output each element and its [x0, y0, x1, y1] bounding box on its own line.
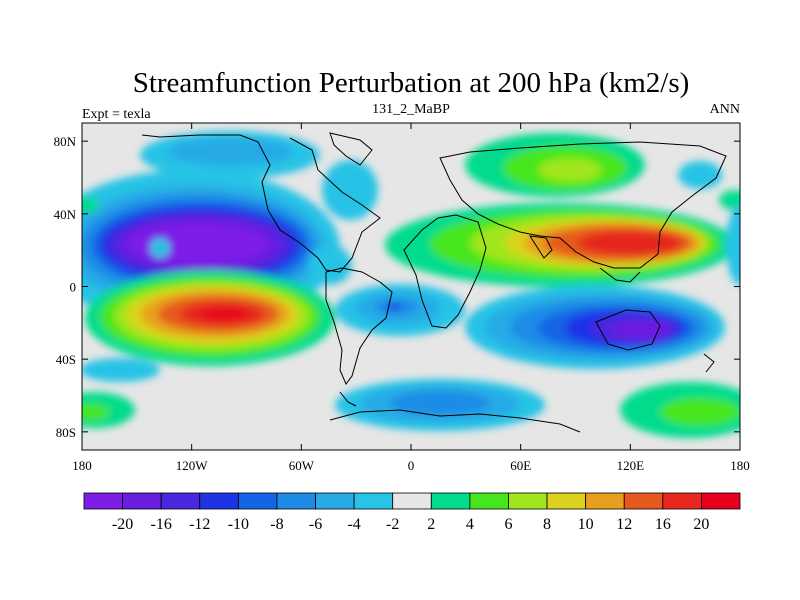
colorbar-swatch	[392, 492, 432, 510]
colorbar-label: -20	[112, 516, 133, 533]
colorbar-label: -6	[309, 516, 322, 533]
colorbar-label: 20	[693, 516, 709, 533]
colorbar-swatch	[430, 492, 471, 510]
coastline-india	[529, 235, 553, 259]
coastline-antarctica	[329, 409, 581, 433]
colorbar-swatch	[199, 492, 239, 510]
colorbar-label: 12	[616, 516, 632, 533]
contour-positive-south-pacific	[85, 270, 335, 366]
colorbar-swatch	[546, 492, 587, 510]
coastline-greenland	[329, 132, 373, 166]
colorbar-label: -12	[189, 516, 210, 533]
colorbar-swatch	[469, 492, 509, 510]
contour-negative-south-atlantic	[335, 284, 465, 336]
experiment-label: Expt = texla	[82, 107, 151, 122]
figure-title: Streamfunction Perturbation at 200 hPa (…	[133, 67, 690, 99]
colorbar-swatch	[508, 492, 548, 510]
colorbar-label: -8	[270, 516, 283, 533]
season-label: ANN	[710, 102, 740, 117]
contour-negative-southern-ocean	[335, 379, 545, 431]
y-tick-label: 80S	[56, 425, 76, 440]
y-tick-label: 40S	[56, 352, 76, 367]
colorbar-swatch	[276, 492, 316, 510]
contour-negative-south-indian	[465, 285, 725, 369]
x-tick-label: 120W	[176, 458, 209, 473]
coastline-new-zealand	[703, 353, 715, 373]
map-panel: 180 120W 60W 0 60E 120E 180 80N 40N 0 40S 80S	[54, 122, 750, 473]
y-tick-label: 40N	[54, 207, 77, 222]
colorbar-label: -2	[386, 516, 399, 533]
colorbar-label: -4	[347, 516, 360, 533]
coastline-australia	[595, 309, 661, 351]
contour-positive-southern-ocean	[82, 382, 740, 438]
coastline-southeast-asia	[599, 267, 641, 283]
contour-field	[82, 131, 740, 438]
x-axis: 180 120W 60W 0 60E 120E 180	[72, 123, 750, 473]
colorbar-swatch	[122, 492, 162, 510]
colorbar-label: -16	[151, 516, 172, 533]
colorbar-label: 16	[655, 516, 671, 533]
y-axis: 80N 40N 0 40S 80S	[54, 134, 740, 440]
x-tick-label: 0	[408, 458, 415, 473]
contour-negative-arctic	[140, 131, 378, 285]
colorbar-swatch	[701, 492, 741, 510]
y-tick-label: 0	[70, 280, 77, 295]
x-tick-label: 180	[72, 458, 92, 473]
contour-positive-north-asia	[385, 203, 735, 287]
coastline-antarctic-peninsula	[339, 391, 357, 407]
colorbar-label: 10	[578, 516, 594, 533]
x-tick-label: 60W	[289, 458, 315, 473]
x-tick-label: 180	[730, 458, 750, 473]
y-tick-label: 80N	[54, 134, 77, 149]
colorbar-swatch	[623, 492, 664, 510]
colorbar-label: -10	[228, 516, 249, 533]
colorbar-label: 8	[543, 516, 551, 533]
colorbar-swatch	[662, 492, 702, 510]
x-tick-label: 60E	[510, 458, 531, 473]
colorbar-swatch	[585, 492, 625, 510]
colorbar: -20 -16 -12 -10 -8 -6 -4 -2 2 4 6 8 10 12 16 20	[83, 492, 741, 533]
colorbar-swatch	[160, 492, 201, 510]
coastlines	[141, 132, 727, 433]
colorbar-label: 2	[427, 516, 435, 533]
colorbar-label: 6	[504, 516, 512, 533]
x-tick-label: 120E	[617, 458, 645, 473]
colorbar-label: 4	[466, 516, 474, 533]
coastline-south-america	[325, 267, 393, 385]
coastline-eurasia	[439, 141, 727, 269]
coastline-europe-africa	[403, 214, 487, 329]
colorbar-swatch	[83, 492, 123, 510]
colorbar-swatch	[237, 492, 278, 510]
colorbar-swatch	[353, 492, 394, 510]
colorbar-swatch	[315, 492, 355, 510]
case-label: 131_2_MaBP	[372, 102, 450, 117]
coastline-north-america	[141, 134, 381, 273]
